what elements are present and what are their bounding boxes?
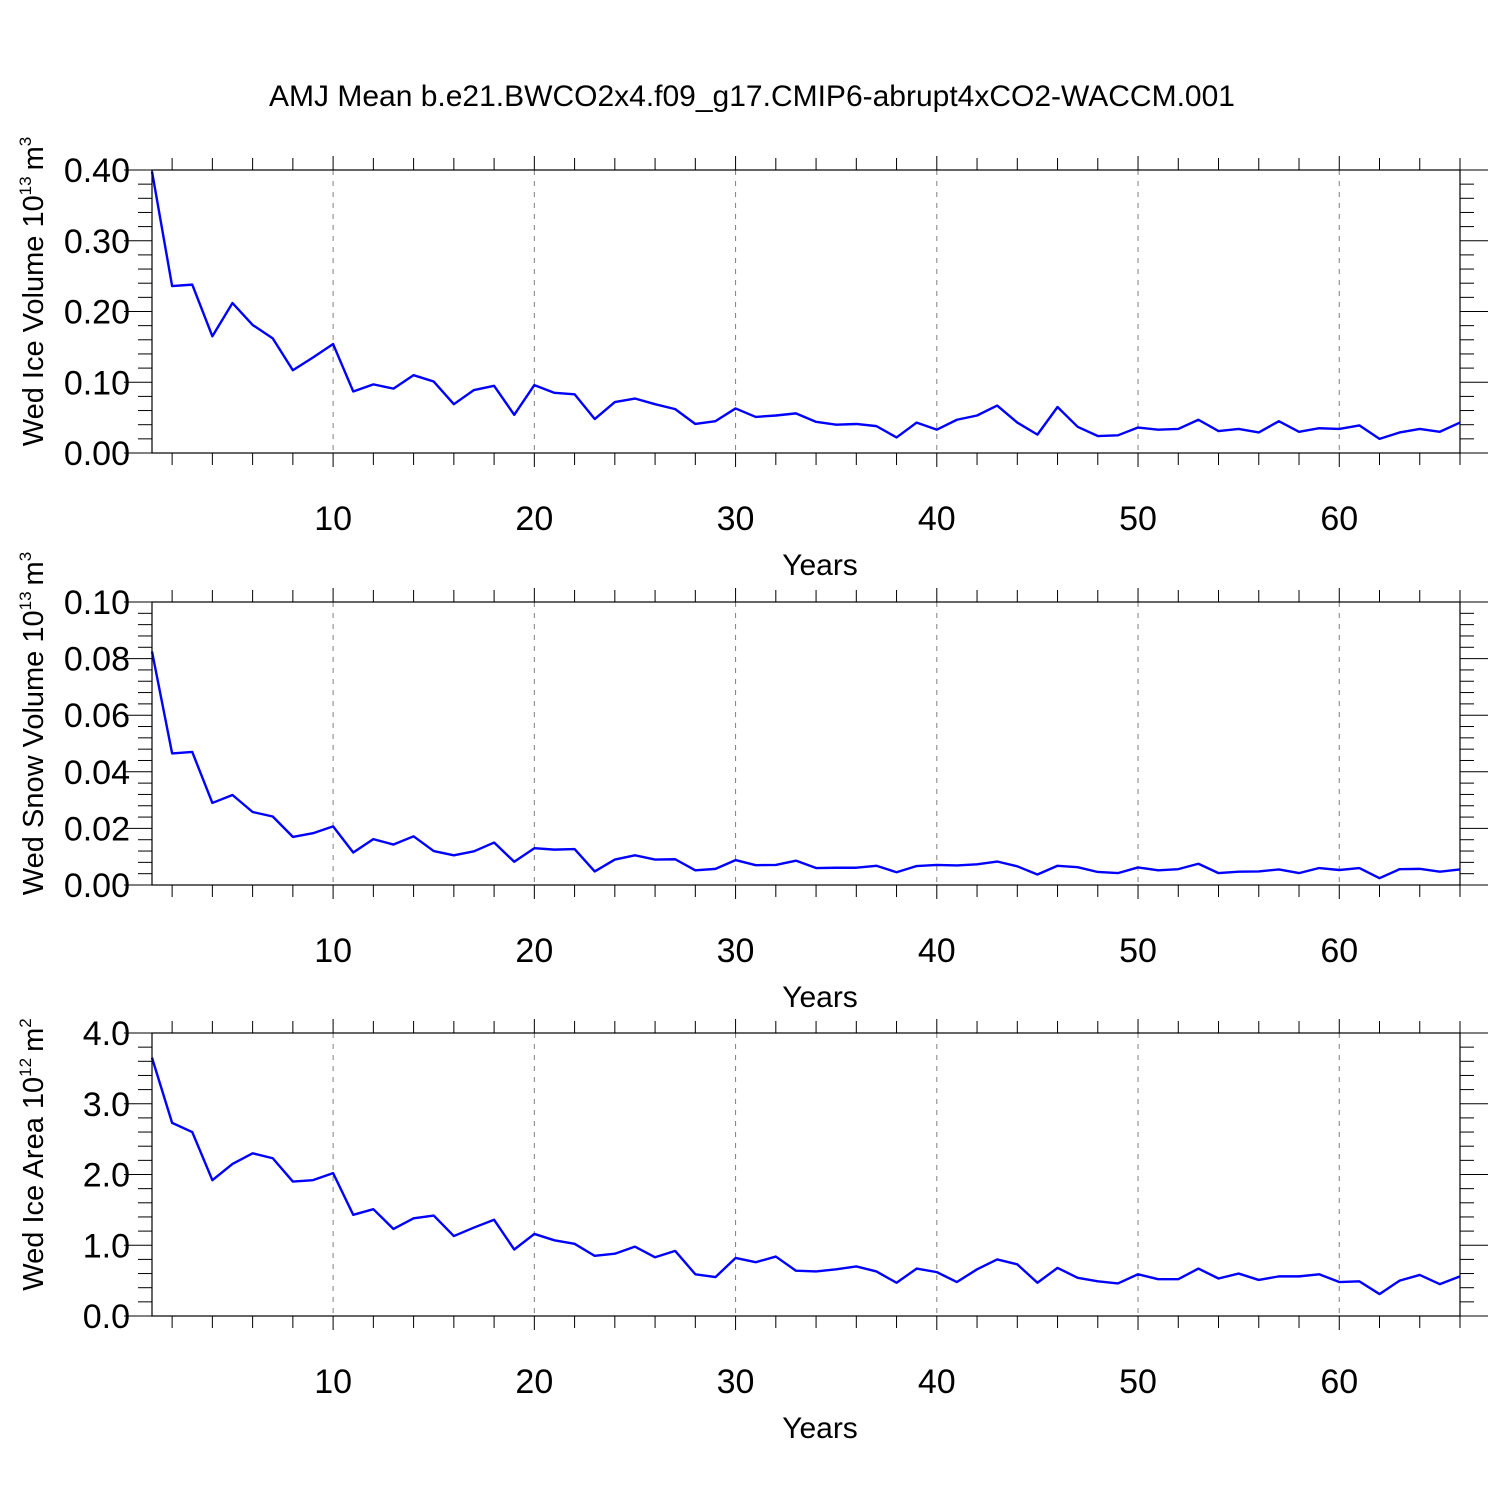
- y-axis-label: Wed Snow Volume 1013 m3: [16, 552, 50, 895]
- x-tick-label: 30: [717, 500, 755, 538]
- y-axis-label-unit: m: [18, 561, 50, 585]
- x-axis-label: Years: [782, 549, 858, 582]
- y-axis-label-exponent: 13: [16, 176, 35, 195]
- y-axis-label: Wed Ice Volume 1013 m3: [16, 137, 50, 447]
- x-tick-label: 40: [918, 500, 956, 538]
- x-axis-label: Years: [782, 1412, 858, 1445]
- y-tick-label: 0.04: [64, 754, 130, 792]
- x-tick-label: 50: [1119, 500, 1157, 538]
- y-axis-label-text: Wed Ice Volume 10: [18, 195, 50, 446]
- x-tick-label: 30: [717, 932, 755, 970]
- x-tick-label: 30: [717, 1363, 755, 1401]
- y-tick-label: 4.0: [83, 1015, 130, 1053]
- y-tick-label: 1.0: [83, 1227, 130, 1265]
- y-axis-label-unit: m: [18, 1028, 50, 1052]
- y-axis-label-unit-exponent: 2: [16, 1018, 35, 1027]
- x-tick-label: 60: [1320, 500, 1358, 538]
- y-axis-label-unit: m: [18, 146, 50, 170]
- x-tick-label: 10: [314, 500, 352, 538]
- series-line-ice-area: [150, 1057, 1461, 1296]
- chart-panel-snow-volume: 10 20 30 40 50 60 Years 0.00 0.02 0.04 0.06 0.08 0.1…: [16, 552, 1488, 1014]
- panels: 10 20 30 40 50 60 Years 0.00 0.10 0.20 0.30 0.40 Wed…: [16, 137, 1488, 1445]
- y-tick-label: 0.10: [64, 584, 130, 622]
- x-tick-label: 10: [314, 932, 352, 970]
- y-axis-label-unit-exponent: 3: [16, 552, 35, 561]
- y-tick-label: 0.08: [64, 641, 130, 679]
- chart-panel-ice-area: 10 20 30 40 50 60 Years 0.0 1.0 2.0 3.0 4.0 Wed Ice …: [16, 1015, 1488, 1445]
- x-tick-label: 40: [918, 1363, 956, 1401]
- plot-frame: [151, 601, 1461, 886]
- y-axis-label-exponent: 12: [16, 1058, 35, 1077]
- x-tick-label: 60: [1320, 932, 1358, 970]
- y-tick-label: 0.02: [64, 810, 130, 848]
- y-tick-label: 3.0: [83, 1086, 130, 1124]
- x-tick-label: 40: [918, 932, 956, 970]
- y-axis-label-exponent: 13: [16, 591, 35, 610]
- y-axis-label-unit-exponent: 3: [16, 137, 35, 146]
- x-tick-label: 20: [515, 932, 553, 970]
- y-tick-label: 0.40: [64, 152, 130, 190]
- y-tick-label: 0.00: [64, 435, 130, 473]
- y-axis-label-text: Wed Snow Volume 10: [18, 610, 50, 895]
- x-tick-label: 60: [1320, 1363, 1358, 1401]
- x-tick-label: 20: [515, 1363, 553, 1401]
- figure-title: AMJ Mean b.e21.BWCO2x4.f09_g17.CMIP6-abr…: [269, 80, 1235, 113]
- x-axis-label: Years: [782, 981, 858, 1014]
- x-tick-label: 20: [515, 500, 553, 538]
- series-line-snow-volume: [150, 651, 1461, 880]
- x-tick-label: 50: [1119, 1363, 1157, 1401]
- x-tick-label: 50: [1119, 932, 1157, 970]
- x-tick-label: 10: [314, 1363, 352, 1401]
- y-tick-label: 2.0: [83, 1157, 130, 1195]
- y-axis-label-text: Wed Ice Area 10: [18, 1077, 50, 1291]
- y-tick-label: 0.30: [64, 223, 130, 261]
- y-tick-label: 0.00: [64, 867, 130, 905]
- y-tick-label: 0.20: [64, 294, 130, 332]
- y-axis-label: Wed Ice Area 1012 m2: [16, 1018, 50, 1290]
- y-tick-label: 0.0: [83, 1298, 130, 1336]
- chart-panel-ice-volume: 10 20 30 40 50 60 Years 0.00 0.10 0.20 0.30 0.40 Wed…: [16, 137, 1488, 582]
- series-line-ice-volume: [150, 171, 1461, 441]
- y-tick-label: 0.06: [64, 697, 130, 735]
- y-tick-label: 0.10: [64, 364, 130, 402]
